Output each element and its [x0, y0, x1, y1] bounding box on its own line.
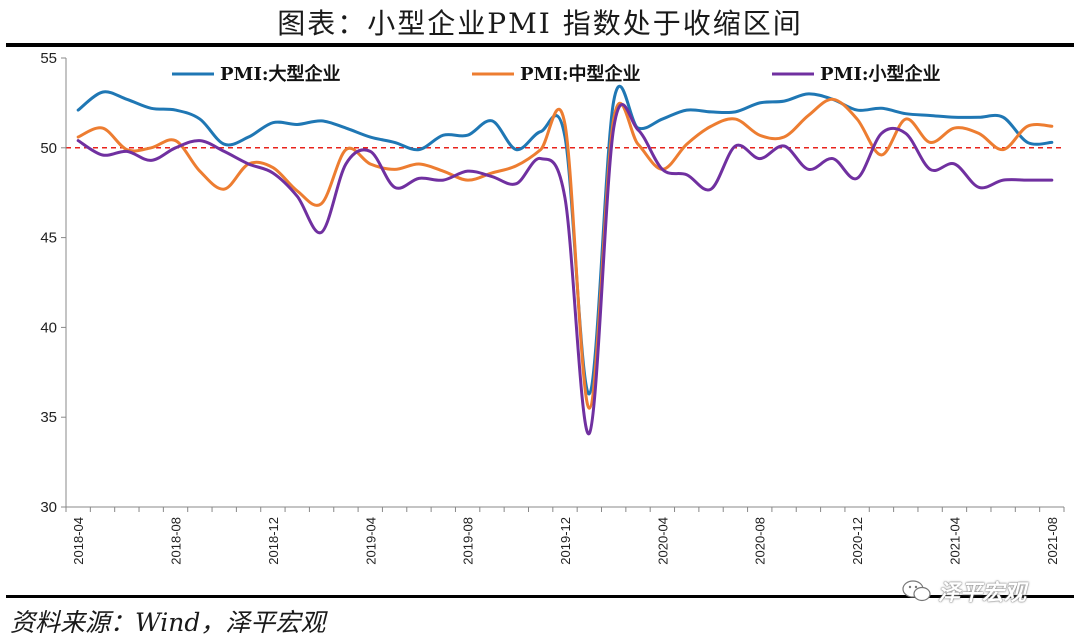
y-tick-label: 30: [40, 499, 57, 516]
top-rule: [6, 43, 1074, 47]
x-tick-label: 2021-04: [947, 517, 962, 565]
bottom-rule: [6, 595, 1074, 598]
legend-label-3: PMI:小型企业: [820, 63, 941, 85]
x-tick-label: 2018-04: [71, 517, 86, 565]
y-tick-label: 40: [40, 319, 57, 336]
x-tick-label: 2020-08: [753, 517, 768, 565]
legend-label-2: PMI:中型企业: [520, 63, 641, 85]
y-tick-label: 55: [40, 50, 57, 67]
pmi-line-chart: 30 35 40 45 50 55 2018-04 2018-08 2018-12 2019-04…: [40, 50, 1065, 565]
legend-label-1: PMI:大型企业: [220, 63, 341, 85]
source-note: 资料来源：Wind，泽平宏观: [10, 608, 326, 637]
x-tick-label: 2018-08: [169, 517, 184, 565]
x-tick-label: 2021-08: [1045, 517, 1060, 565]
legend: PMI:大型企业 PMI:中型企业 PMI:小型企业: [172, 63, 941, 85]
page-title: 图表：小型企业PMI 指数处于收缩区间: [277, 7, 803, 40]
x-tick-label: 2018-12: [266, 517, 281, 565]
x-tick-label: 2019-12: [558, 517, 573, 565]
series-layer: [76, 84, 1054, 435]
x-tick-label: 2020-04: [655, 517, 670, 565]
wechat-icon: [902, 580, 931, 602]
y-tick-label: 35: [40, 409, 57, 426]
watermark: 泽平宏观: [902, 576, 1026, 606]
y-tick-label: 50: [40, 140, 57, 157]
watermark-text: 泽平宏观: [938, 581, 1027, 606]
x-tick-label: 2019-08: [461, 517, 476, 565]
y-tick-label: 45: [40, 230, 57, 247]
x-tick-label: 2019-04: [363, 517, 378, 565]
axis-layer: 30 35 40 45 50 55 2018-04 2018-08 2018-12 2019-04…: [40, 50, 1065, 565]
x-tick-label: 2020-12: [850, 517, 865, 565]
series-line-3: [76, 102, 1054, 435]
